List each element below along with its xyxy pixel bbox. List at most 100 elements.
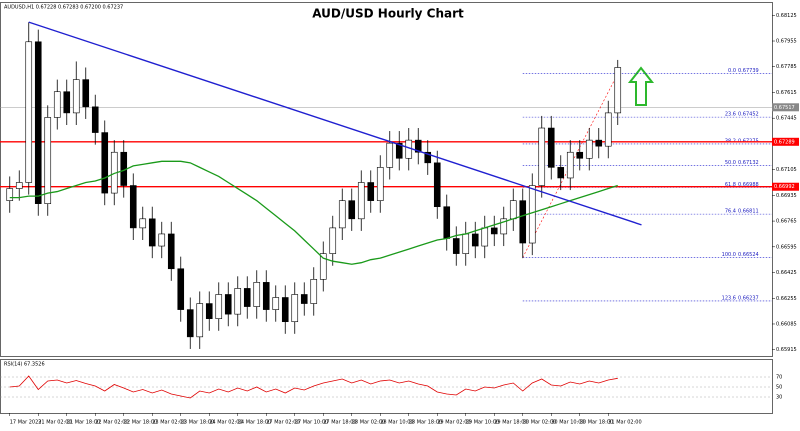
x-tick-label: 22 Mar 18:00 [124,420,157,426]
candle-body [44,117,52,204]
candle-body [528,185,536,244]
candle-body [6,188,14,201]
fib-ratio: 50.0 [725,160,736,166]
candle-body [300,294,308,304]
candle-body [329,227,337,254]
level-label: 0.67289 [774,139,795,145]
y-tick-label: 0.65915 [776,347,797,353]
x-tick-label: 27 Mar 18:00 [323,420,356,426]
candle-body [53,91,61,118]
candle-body [158,233,166,247]
candle-body [91,106,99,133]
candle-body [395,142,403,159]
y-tick-label: 0.67955 [776,39,797,45]
candle-body [281,297,289,323]
x-tick-label: 17 Mar 2023 [10,420,42,426]
candle-body [566,151,574,179]
candle-body [500,218,508,235]
candle-body [205,303,213,319]
y-tick-label: 0.68125 [776,13,797,19]
fib-value: 0.66237 [738,295,759,301]
candle-body [519,200,527,244]
candle-body [34,41,42,204]
candle-body [310,279,318,304]
candle-body [234,288,242,315]
fib-value: 0.66988 [738,182,759,188]
candle-body [509,200,517,220]
chart-header: AUDUSD,H1 0.67228 0.67283 0.67200 0.6723… [4,5,123,11]
candle-body [604,112,612,147]
fib-value: 0.66524 [738,252,759,258]
rsi-panel [0,359,773,414]
candle-body [386,142,394,168]
candle-body [338,200,346,229]
candle-body [82,79,90,108]
x-tick-label: 30 Mar 10:00 [551,420,584,426]
candle-body [291,294,299,323]
y-tick-label: 0.66765 [776,219,797,225]
candle-body [262,282,270,310]
candle-body [462,233,470,254]
x-tick-label: 28 Mar 02:00 [352,420,385,426]
level-label-box [772,182,799,191]
y-tick-label: 0.67445 [776,116,797,122]
chart-title: AUD/USD Hourly Chart [312,7,464,21]
x-tick-label: 29 Mar 18:00 [494,420,527,426]
rsi-tick-label: 50 [776,385,782,391]
candle-body [547,127,555,168]
y-tick-label: 0.66255 [776,296,797,302]
candle-body [72,79,80,114]
y-tick-label: 0.66935 [776,193,797,199]
candle-body [433,162,441,208]
level-label: 0.66992 [774,184,795,190]
moving-average [9,160,618,265]
fib-ratio: 61.8 [725,182,736,188]
y-tick-label: 0.67785 [776,64,797,70]
candle-body [357,182,365,220]
x-tick-label: 23 Mar 02:00 [152,420,185,426]
y-tick-label: 0.66085 [776,321,797,327]
price-label: 0.67517 [774,105,795,111]
fib-swing [522,73,619,258]
trendline [28,21,642,226]
up-arrow [627,66,655,106]
candle-body [186,309,194,338]
candle-body [15,182,23,189]
candle-body [196,303,204,338]
fib-ratio: 100.0 [722,252,736,258]
rsi-tick-label: 30 [776,395,782,401]
x-tick-label: 21 Mar 02:00 [38,420,71,426]
x-tick-label: 22 Mar 02:00 [95,420,128,426]
fib-value: 0.66811 [738,209,759,215]
fib-ratio: 123.6 [722,295,736,301]
candle-body [424,151,432,164]
candle-body [538,127,546,186]
candle-body [25,41,33,183]
fib-value: 0.67452 [738,112,759,118]
candle-body [167,233,175,270]
y-tick-label: 0.66595 [776,244,797,250]
x-tick-label: 29 Mar 02:00 [437,420,470,426]
candle-body [272,297,280,310]
candle-body [224,294,232,315]
fib-value: 0.67739 [738,68,759,74]
x-tick-label: 24 Mar 02:00 [209,420,242,426]
x-tick-label: 30 Mar 18:00 [580,420,613,426]
x-tick-label: 31 Mar 02:00 [608,420,641,426]
x-tick-label: 24 Mar 18:00 [238,420,271,426]
candle-body [101,132,109,194]
candle-body [471,233,479,247]
x-tick-label: 27 Mar 02:00 [266,420,299,426]
candle-body [443,206,451,239]
x-tick-label: 29 Mar 10:00 [466,420,499,426]
candle-body [148,218,156,247]
candle-body [139,218,147,229]
main-panel [0,2,773,357]
candle-body [215,294,223,319]
candle-body [452,238,460,254]
candle-body [63,91,71,114]
fib-value: 0.67132 [738,160,759,166]
rsi-line [9,375,618,399]
candle-body [585,139,593,159]
